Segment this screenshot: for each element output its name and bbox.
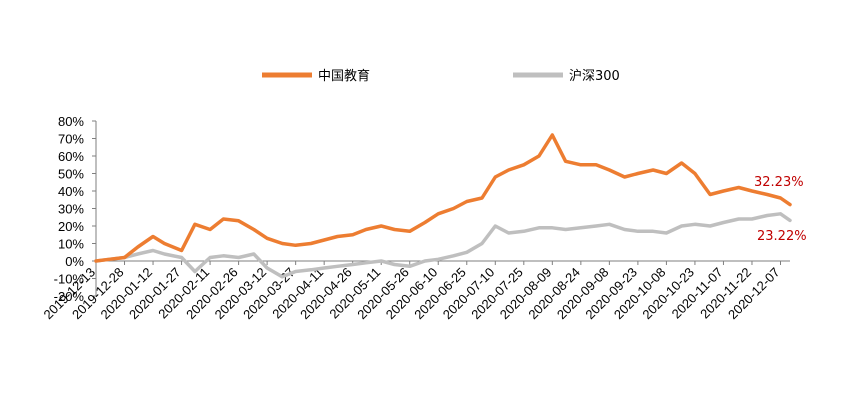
series-line — [94, 133, 792, 263]
legend-label: 沪深300 — [569, 68, 620, 84]
y-tick-label: 30% — [58, 202, 84, 217]
data-label: 32.23% — [754, 175, 804, 190]
y-tick-label: 0% — [65, 254, 84, 269]
y-tick-label: 50% — [58, 167, 84, 182]
y-tick-label: -20% — [54, 289, 85, 304]
y-tick-label: -10% — [54, 272, 85, 287]
y-tick-label: 60% — [58, 149, 84, 164]
y-tick-label: 10% — [58, 237, 84, 252]
y-tick-label: 70% — [58, 132, 84, 147]
y-tick-label: 80% — [58, 114, 84, 129]
legend-label: 中国教育 — [318, 68, 370, 84]
data-label: 23.22% — [757, 229, 807, 244]
y-tick-label: 20% — [58, 219, 84, 234]
series-line — [94, 212, 792, 279]
y-tick-label: 40% — [58, 184, 84, 199]
